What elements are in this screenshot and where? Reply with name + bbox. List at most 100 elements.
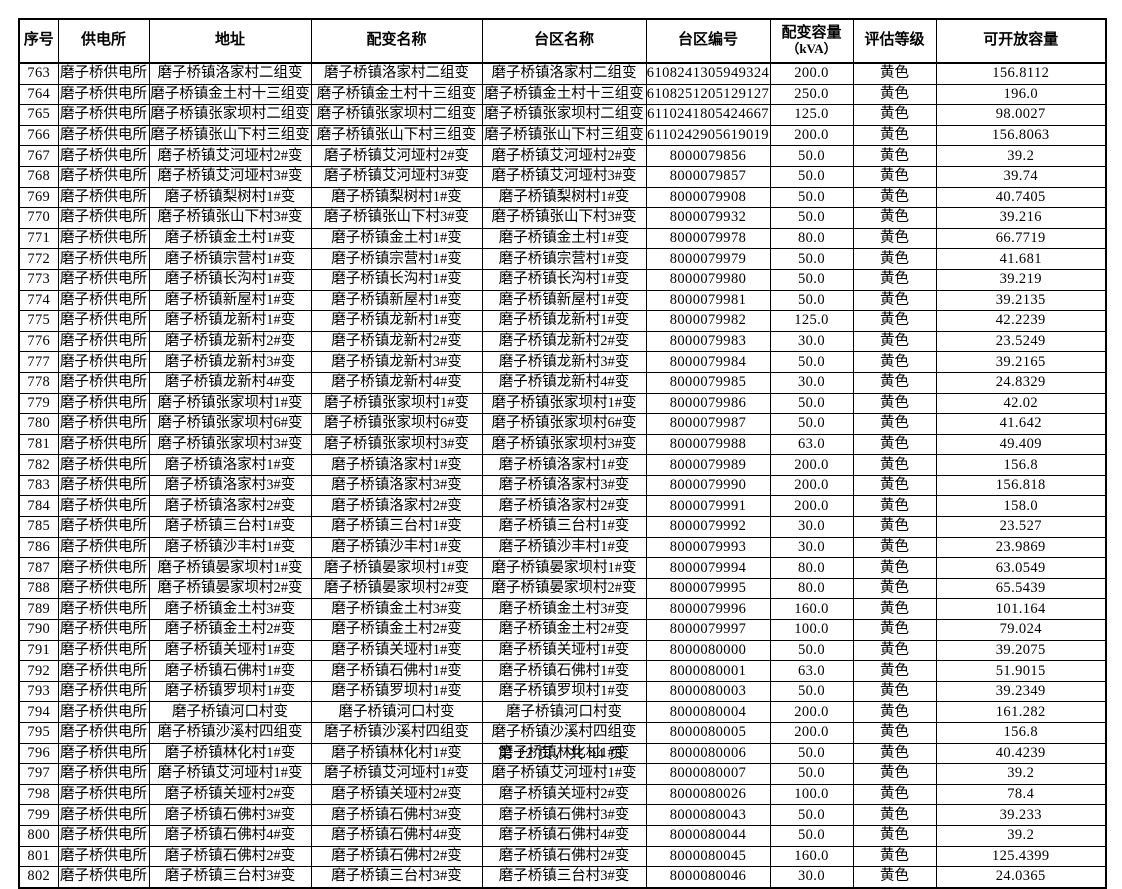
cell-transformer-name: 磨子桥镇龙新村1#变: [310, 310, 483, 332]
cell-area-code: 8000079981: [645, 289, 771, 312]
cell-seq: 797: [18, 763, 59, 785]
table-row: 787 磨子桥供电所 磨子桥镇晏家坝村1#变 磨子桥镇晏家坝村1#变 磨子桥镇晏家坝村1…: [18, 557, 1107, 579]
cell-capacity: 200.0: [769, 454, 854, 476]
cell-available-capacity: 196.0: [935, 83, 1107, 106]
cell-area-code: 8000080044: [645, 824, 771, 847]
cell-eval-level: 黄色: [852, 433, 937, 456]
table-body: 763 磨子桥供电所 磨子桥镇洛家村二组变 磨子桥镇洛家村二组变 磨子桥镇洛家村二组变 6…: [18, 62, 1107, 889]
cell-address: 磨子桥镇石佛村3#变: [148, 804, 312, 826]
cell-area-code: 8000079997: [645, 619, 771, 641]
cell-capacity: 100.0: [769, 619, 854, 641]
cell-eval-level: 黄色: [852, 845, 937, 868]
table-row: 775 磨子桥供电所 磨子桥镇龙新村1#变 磨子桥镇龙新村1#变 磨子桥镇龙新村1#变 8…: [18, 310, 1107, 332]
cell-capacity: 50.0: [769, 268, 854, 291]
table-row: 785 磨子桥供电所 磨子桥镇三台村1#变 磨子桥镇三台村1#变 磨子桥镇三台村1#变 8…: [18, 516, 1107, 538]
cell-area-code: 6108251205129127: [645, 83, 771, 106]
cell-transformer-name: 磨子桥镇艾河垭村2#变: [310, 145, 483, 167]
cell-seq: 792: [18, 660, 59, 682]
cell-eval-level: 黄色: [852, 619, 937, 641]
cell-address: 磨子桥镇艾河垭村3#变: [148, 165, 312, 188]
table-row: 786 磨子桥供电所 磨子桥镇沙丰村1#变 磨子桥镇沙丰村1#变 磨子桥镇沙丰村1#变 8…: [18, 536, 1107, 559]
table-row: 800 磨子桥供电所 磨子桥镇石佛村4#变 磨子桥镇石佛村4#变 磨子桥镇石佛村4#变 8…: [18, 824, 1107, 847]
cell-area-code: 8000080043: [645, 804, 771, 826]
cell-address: 磨子桥镇晏家坝村2#变: [148, 577, 312, 600]
cell-eval-level: 黄色: [852, 783, 937, 806]
cell-transformer-name: 磨子桥镇张家坝村1#变: [310, 392, 483, 415]
cell-area-code: 8000079989: [645, 454, 771, 476]
cell-transformer-name: 磨子桥镇张家坝村二组变: [310, 104, 483, 126]
cell-address: 磨子桥镇龙新村4#变: [148, 371, 312, 394]
cell-available-capacity: 24.0365: [935, 866, 1107, 889]
cell-office: 磨子桥供电所: [57, 289, 150, 312]
cell-eval-level: 黄色: [852, 454, 937, 476]
cell-office: 磨子桥供电所: [57, 783, 150, 806]
table-row: 790 磨子桥供电所 磨子桥镇金土村2#变 磨子桥镇金土村2#变 磨子桥镇金土村2#变 8…: [18, 619, 1107, 641]
cell-transformer-name: 磨子桥镇关垭村1#变: [310, 639, 483, 662]
cell-office: 磨子桥供电所: [57, 227, 150, 250]
cell-eval-level: 黄色: [852, 207, 937, 229]
cell-eval-level: 黄色: [852, 289, 937, 312]
cell-seq: 777: [18, 351, 59, 373]
cell-address: 磨子桥镇龙新村1#变: [148, 310, 312, 332]
cell-capacity: 50.0: [769, 804, 854, 826]
cell-transformer-name: 磨子桥镇三台村1#变: [310, 516, 483, 538]
cell-capacity: 30.0: [769, 866, 854, 889]
cell-eval-level: 黄色: [852, 186, 937, 209]
cell-area-code: 8000079995: [645, 577, 771, 600]
column-header-capacity-unit: （kVA）: [786, 41, 837, 57]
cell-seq: 795: [18, 722, 59, 744]
cell-address: 磨子桥镇艾河垭村2#变: [148, 145, 312, 167]
cell-address: 磨子桥镇石佛村1#变: [148, 660, 312, 682]
cell-address: 磨子桥镇艾河垭村1#变: [148, 763, 312, 785]
table-row: 791 磨子桥供电所 磨子桥镇关垭村1#变 磨子桥镇关垭村1#变 磨子桥镇关垭村1#变 8…: [18, 639, 1107, 662]
table-row: 763 磨子桥供电所 磨子桥镇洛家村二组变 磨子桥镇洛家村二组变 磨子桥镇洛家村二组变 6…: [18, 62, 1107, 85]
cell-area-code: 8000079856: [645, 145, 771, 167]
cell-office: 磨子桥供电所: [57, 577, 150, 600]
cell-transformer-name: 磨子桥镇龙新村2#变: [310, 330, 483, 353]
cell-eval-level: 黄色: [852, 495, 937, 518]
cell-transformer-name: 磨子桥镇沙丰村1#变: [310, 536, 483, 559]
cell-capacity: 160.0: [769, 845, 854, 868]
cell-eval-level: 黄色: [852, 722, 937, 744]
cell-office: 磨子桥供电所: [57, 124, 150, 147]
cell-available-capacity: 39.2: [935, 145, 1107, 167]
cell-seq: 784: [18, 495, 59, 518]
cell-transformer-name: 磨子桥镇洛家村二组变: [310, 62, 483, 85]
cell-office: 磨子桥供电所: [57, 742, 150, 765]
cell-seq: 774: [18, 289, 59, 312]
cell-capacity: 30.0: [769, 371, 854, 394]
column-header-office: 供电所: [57, 18, 150, 64]
cell-office: 磨子桥供电所: [57, 351, 150, 373]
cell-area-code: 8000080000: [645, 639, 771, 662]
cell-office: 磨子桥供电所: [57, 371, 150, 394]
cell-seq: 771: [18, 227, 59, 250]
cell-capacity: 30.0: [769, 516, 854, 538]
cell-area-name: 磨子桥镇石佛村2#变: [481, 845, 647, 868]
cell-transformer-name: 磨子桥镇龙新村4#变: [310, 371, 483, 394]
cell-available-capacity: 39.2165: [935, 351, 1107, 373]
cell-capacity: 200.0: [769, 722, 854, 744]
cell-seq: 798: [18, 783, 59, 806]
cell-area-code: 8000079983: [645, 330, 771, 353]
cell-eval-level: 黄色: [852, 330, 937, 353]
cell-address: 磨子桥镇沙溪村四组变: [148, 722, 312, 744]
table-row: 767 磨子桥供电所 磨子桥镇艾河垭村2#变 磨子桥镇艾河垭村2#变 磨子桥镇艾河垭村2…: [18, 145, 1107, 167]
cell-available-capacity: 39.219: [935, 268, 1107, 291]
cell-eval-level: 黄色: [852, 165, 937, 188]
cell-area-code: 6108241305949324: [645, 62, 771, 85]
cell-address: 磨子桥镇洛家村二组变: [148, 62, 312, 85]
cell-eval-level: 黄色: [852, 124, 937, 147]
cell-area-code: 8000080026: [645, 783, 771, 806]
cell-available-capacity: 41.681: [935, 248, 1107, 270]
cell-seq: 772: [18, 248, 59, 270]
cell-capacity: 50.0: [769, 639, 854, 662]
cell-available-capacity: 98.0027: [935, 104, 1107, 126]
cell-area-name: 磨子桥镇沙溪村四组变: [481, 722, 647, 744]
cell-office: 磨子桥供电所: [57, 104, 150, 126]
cell-eval-level: 黄色: [852, 248, 937, 270]
cell-area-name: 磨子桥镇龙新村2#变: [481, 330, 647, 353]
cell-area-name: 磨子桥镇艾河垭村1#变: [481, 763, 647, 785]
cell-address: 磨子桥镇洛家村3#变: [148, 474, 312, 497]
column-header-available-capacity: 可开放容量: [935, 18, 1107, 64]
cell-transformer-name: 磨子桥镇张山下村三组变: [310, 124, 483, 147]
